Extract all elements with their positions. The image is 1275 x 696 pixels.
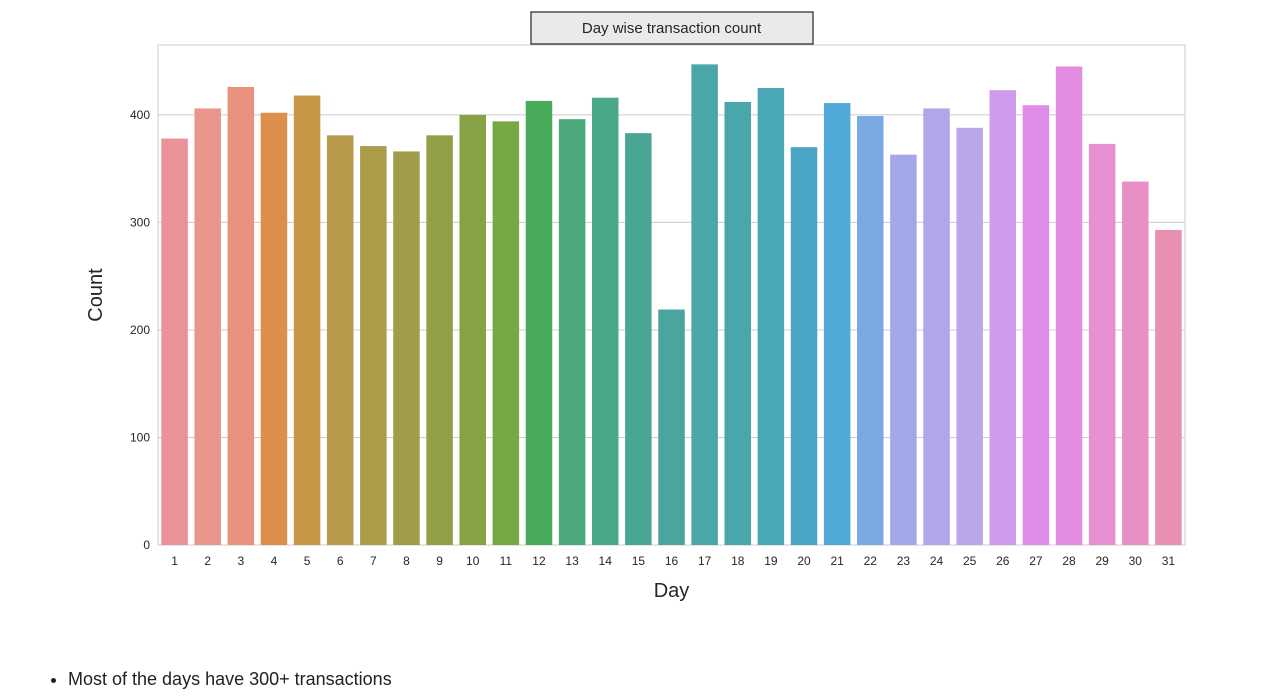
bar-day-25 (956, 127, 983, 545)
bar-day-11 (492, 121, 520, 545)
bar-day-3 (227, 86, 255, 545)
x-tick-label: 28 (1062, 554, 1076, 568)
x-tick-label: 9 (436, 554, 443, 568)
bar-day-28 (1055, 66, 1083, 546)
y-tick-label: 100 (130, 430, 150, 444)
x-tick-label: 10 (466, 554, 480, 568)
x-tick-label: 30 (1129, 554, 1143, 568)
bar-day-27 (1022, 105, 1050, 545)
x-tick-label: 12 (532, 554, 546, 568)
bar-day-4 (260, 112, 288, 545)
y-axis-label: Count (85, 268, 107, 322)
bar-day-26 (989, 90, 1017, 546)
x-tick-label: 31 (1162, 554, 1176, 568)
bar-day-30 (1122, 181, 1149, 545)
bar-day-14 (591, 97, 619, 545)
x-tick-label: 27 (1029, 554, 1043, 568)
x-tick-label: 18 (731, 554, 745, 568)
bar-day-1 (161, 138, 188, 545)
x-tick-labels: 1 2 3 4 5 6 7 8 9 10 11 12 13 14 15 16 17 18 19 20 21 22 23 24 2… (171, 554, 1175, 568)
bar-day-8 (393, 151, 420, 546)
bar-day-31 (1155, 229, 1182, 546)
x-tick-label: 21 (830, 554, 844, 568)
x-tick-label: 15 (632, 554, 646, 568)
x-tick-label: 6 (337, 554, 344, 568)
bar-day-12 (525, 100, 553, 546)
x-tick-label: 4 (271, 554, 278, 568)
x-tick-label: 22 (864, 554, 878, 568)
bar-day-5 (293, 95, 321, 546)
x-axis-label: Day (654, 580, 690, 602)
y-tick-labels: 0 100 200 300 400 (130, 108, 150, 552)
bar-day-13 (558, 119, 586, 546)
title-box-frame (530, 11, 814, 45)
x-tick-label: 1 (171, 554, 178, 568)
y-tick-label: 400 (130, 108, 150, 122)
x-tick-label: 26 (996, 554, 1010, 568)
x-tick-label: 14 (599, 554, 613, 568)
bar-day-24 (923, 108, 950, 545)
bar-day-17 (691, 64, 718, 546)
x-tick-label: 23 (897, 554, 911, 568)
x-tick-label: 29 (1095, 554, 1109, 568)
x-tick-label: 5 (304, 554, 311, 568)
notes-list: Most of the days have 300+ transactions (48, 668, 392, 690)
note-item: Most of the days have 300+ transactions (68, 668, 392, 690)
bar-day-16 (658, 309, 685, 545)
y-tick-label: 200 (130, 323, 150, 337)
x-tick-label: 7 (370, 554, 377, 568)
bar-day-15 (625, 133, 652, 545)
bar-day-21 (823, 103, 851, 545)
x-tick-label: 20 (797, 554, 811, 568)
bar-day-9 (426, 135, 453, 546)
x-tick-label: 17 (698, 554, 712, 568)
bar-day-20 (790, 147, 818, 545)
x-tick-label: 16 (665, 554, 679, 568)
x-tick-label: 24 (930, 554, 944, 568)
x-tick-label: 25 (963, 554, 977, 568)
bar-day-29 (1088, 143, 1116, 545)
bar-day-23 (890, 154, 917, 545)
bar-day-2 (194, 108, 221, 545)
bar-day-6 (326, 135, 354, 546)
bar-day-22 (857, 115, 884, 545)
chart-title: Day wise transaction count (582, 20, 762, 37)
bar-day-10 (459, 114, 486, 546)
x-tick-label: 11 (500, 554, 513, 568)
x-tick-label: 3 (237, 554, 244, 568)
bar-day-18 (724, 101, 752, 545)
bar-day-7 (360, 146, 387, 546)
chart-title-box: Day wise transaction count (530, 11, 814, 45)
x-tick-label: 2 (204, 554, 211, 568)
x-tick-label: 8 (403, 554, 410, 568)
bar-day-19 (757, 88, 785, 546)
y-tick-label: 0 (143, 538, 150, 552)
x-tick-label: 13 (565, 554, 579, 568)
y-tick-label: 300 (130, 215, 150, 229)
bars (161, 64, 1182, 546)
x-tick-label: 19 (764, 554, 778, 568)
